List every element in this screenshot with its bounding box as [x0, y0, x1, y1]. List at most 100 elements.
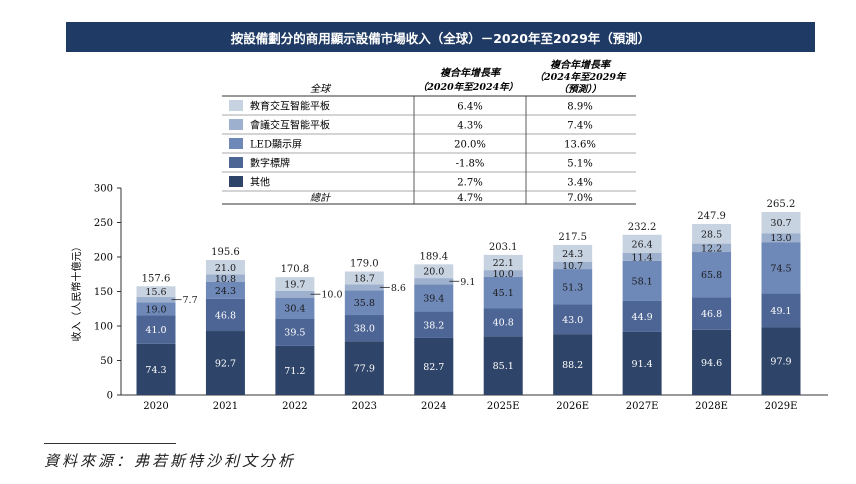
bar-segment — [553, 261, 593, 270]
bar-stack: 74.3 41.0 19.0 15.6 7.7 157.6 — [136, 273, 198, 395]
data-label: 12.2 — [701, 243, 722, 254]
data-label: 41.0 — [145, 325, 166, 336]
data-label: 74.5 — [770, 263, 791, 274]
data-label: 88.2 — [562, 360, 583, 371]
y-tick-label: 200 — [94, 253, 113, 264]
legend-swatch — [229, 138, 243, 149]
bar-segment — [622, 260, 662, 301]
table-header-cagr2: 複合年增長率 — [550, 59, 612, 71]
bar-segment — [205, 331, 245, 395]
bar-segment — [692, 223, 732, 244]
data-label: 94.6 — [701, 358, 722, 369]
table-header-cagr1-period: （2020年至2024年） — [418, 81, 518, 93]
table-row-label: 數字標牌 — [250, 157, 290, 170]
total-label: 195.6 — [211, 247, 240, 258]
table-row-label: 會議交互智能平板 — [250, 119, 330, 132]
x-tick-label: 2020 — [143, 401, 168, 412]
data-label: 74.3 — [145, 365, 166, 376]
table-header-cagr2-forecast: （預測）） — [559, 83, 602, 95]
legend-swatch — [229, 100, 243, 111]
bar-segment — [553, 244, 593, 262]
data-label: 8.6 — [391, 283, 406, 294]
data-label: 7.7 — [183, 295, 198, 306]
bar-segment — [553, 269, 593, 305]
data-label: 51.3 — [562, 282, 583, 293]
data-label: 19.0 — [145, 304, 166, 315]
bar-segment — [414, 278, 454, 285]
bar-segment — [761, 233, 801, 243]
table-row-cagr2: 13.6% — [564, 140, 596, 151]
bar-stack: 77.9 38.0 35.8 18.7 8.6 179.0 — [344, 258, 406, 395]
bar-segment — [205, 298, 245, 332]
cagr-table: 全球複合年增長率（2020年至2024年）複合年增長率（2024年至2029年（… — [222, 59, 636, 205]
data-label: 35.8 — [354, 298, 375, 309]
bar-segment — [483, 254, 523, 271]
table-row: 其他 2.7% 3.4% — [222, 176, 636, 192]
bar-segment — [275, 277, 315, 291]
bar-stack: 85.1 40.8 45.1 10.022.1 203.1 — [483, 242, 523, 395]
y-tick-label: 100 — [94, 322, 113, 333]
data-label: 21.0 — [215, 263, 236, 274]
x-axis: 2020 2021 2022 2023 2024 2025E 2026E 2027E 2028E… — [143, 401, 797, 412]
table-row-cagr2: 5.1% — [567, 159, 592, 170]
total-label: 157.6 — [142, 273, 171, 284]
data-label: 58.1 — [632, 276, 653, 287]
bar-segment — [483, 270, 523, 278]
table-total-cagr1: 4.7% — [457, 193, 482, 204]
bar-segment — [761, 327, 801, 395]
bar-segment — [692, 297, 732, 330]
data-label: 49.1 — [770, 306, 791, 317]
table-total-cagr2: 7.0% — [567, 193, 592, 204]
table-total-label: 總計 — [310, 192, 331, 204]
data-label: 65.8 — [701, 270, 722, 281]
legend-swatch — [229, 176, 243, 187]
table-row-label: LED顯示屏 — [250, 139, 302, 151]
bar-segment — [622, 300, 662, 332]
bar-stack: 71.2 39.5 30.4 19.7 10.0 170.8 — [275, 264, 343, 395]
table-header-cagr1: 複合年增長率 — [440, 67, 502, 79]
bar-segment — [622, 252, 662, 261]
bar-segment — [136, 343, 176, 395]
y-tick-label: 300 — [94, 184, 113, 195]
data-label: 97.9 — [770, 357, 791, 368]
data-label: 40.8 — [493, 318, 514, 329]
bar-segment — [692, 243, 732, 253]
data-label: 39.5 — [284, 328, 305, 339]
bar-stack: 88.2 43.0 51.3 10.724.3 217.5 — [553, 232, 593, 395]
bar-segment — [761, 212, 801, 234]
bar-stack: 94.6 46.8 65.8 12.2 28.5 247.9 — [692, 211, 732, 395]
data-label: 26.4 — [632, 239, 653, 250]
legend-swatch — [229, 119, 243, 130]
bar-segment — [414, 337, 454, 395]
table-row: 數字標牌 -1.8% 5.1% — [222, 157, 636, 173]
data-label: 18.7 — [354, 273, 375, 284]
data-label: 28.5 — [701, 229, 722, 240]
bar-segment — [761, 293, 801, 328]
bar-segment — [692, 252, 732, 298]
bar-segment — [275, 345, 315, 395]
total-label: 203.1 — [489, 242, 518, 253]
data-label: 30.4 — [284, 304, 305, 315]
bar-segment — [414, 311, 454, 338]
y-tick-label: 0 — [107, 391, 113, 402]
bar-stack: 91.4 44.9 58.1 11.4 26.4 232.2 — [622, 222, 662, 395]
bar-segment — [414, 264, 454, 279]
table-row-cagr1: 4.3% — [457, 121, 482, 132]
bar-segment — [761, 242, 801, 294]
bar-stack: 92.7 46.8 24.310.821.0 195.6 — [205, 247, 245, 395]
bar-segment — [483, 277, 523, 309]
bar-segment — [205, 260, 245, 275]
data-label: 10.8 — [215, 274, 236, 285]
table-row-cagr2: 7.4% — [567, 121, 592, 132]
table-row-label: 其他 — [250, 176, 270, 189]
total-label: 179.0 — [350, 258, 379, 269]
data-label: 15.6 — [145, 287, 166, 298]
data-label: 19.7 — [284, 279, 305, 290]
x-tick-label: 2028E — [695, 401, 728, 412]
data-label: 77.9 — [354, 364, 375, 375]
table-row: 會議交互智能平板 4.3% 7.4% — [222, 119, 636, 135]
bar-segment — [553, 304, 593, 335]
data-label: 44.9 — [632, 312, 653, 323]
x-tick-label: 2026E — [556, 401, 589, 412]
table-row-label: 教育交互智能平板 — [250, 100, 330, 113]
